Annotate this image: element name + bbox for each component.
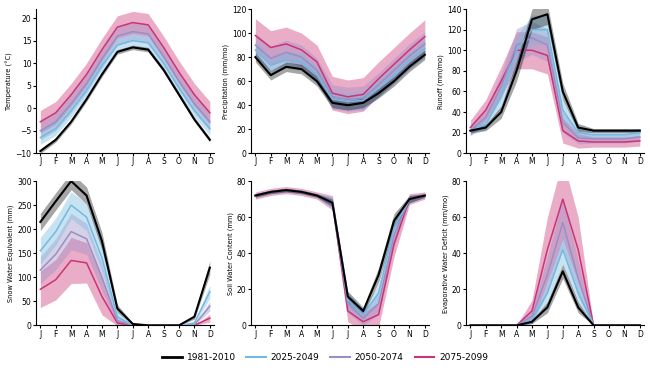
Y-axis label: Snow Water Equivalent (mm): Snow Water Equivalent (mm) <box>8 205 14 302</box>
Y-axis label: Soil Water Content (mm): Soil Water Content (mm) <box>227 212 234 295</box>
Y-axis label: Precipitation (mm/mo): Precipitation (mm/mo) <box>223 44 229 119</box>
Legend: 1981-2010, 2025-2049, 2050-2074, 2075-2099: 1981-2010, 2025-2049, 2050-2074, 2075-20… <box>159 349 491 366</box>
Y-axis label: Temperature (°C): Temperature (°C) <box>6 52 13 110</box>
Y-axis label: Runoff (mm/mo): Runoff (mm/mo) <box>438 54 445 109</box>
Y-axis label: Evaporative Water Deficit (mm/mo): Evaporative Water Deficit (mm/mo) <box>443 194 449 313</box>
